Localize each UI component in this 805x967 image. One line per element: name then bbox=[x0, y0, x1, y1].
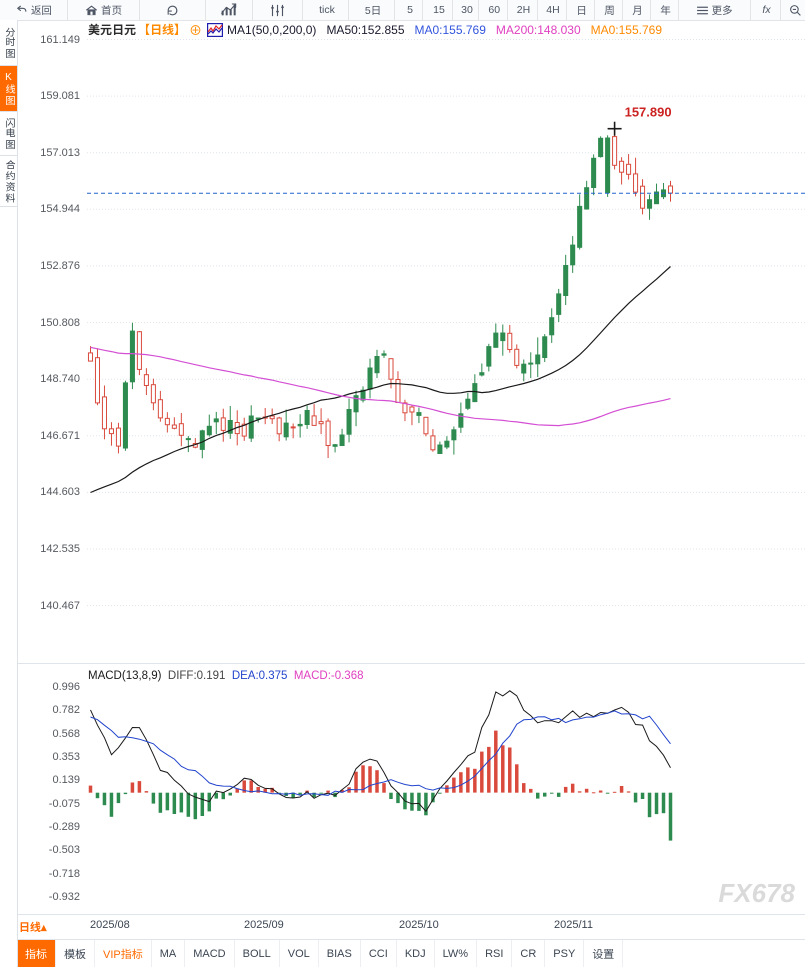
svg-text:157.890: 157.890 bbox=[625, 105, 672, 120]
